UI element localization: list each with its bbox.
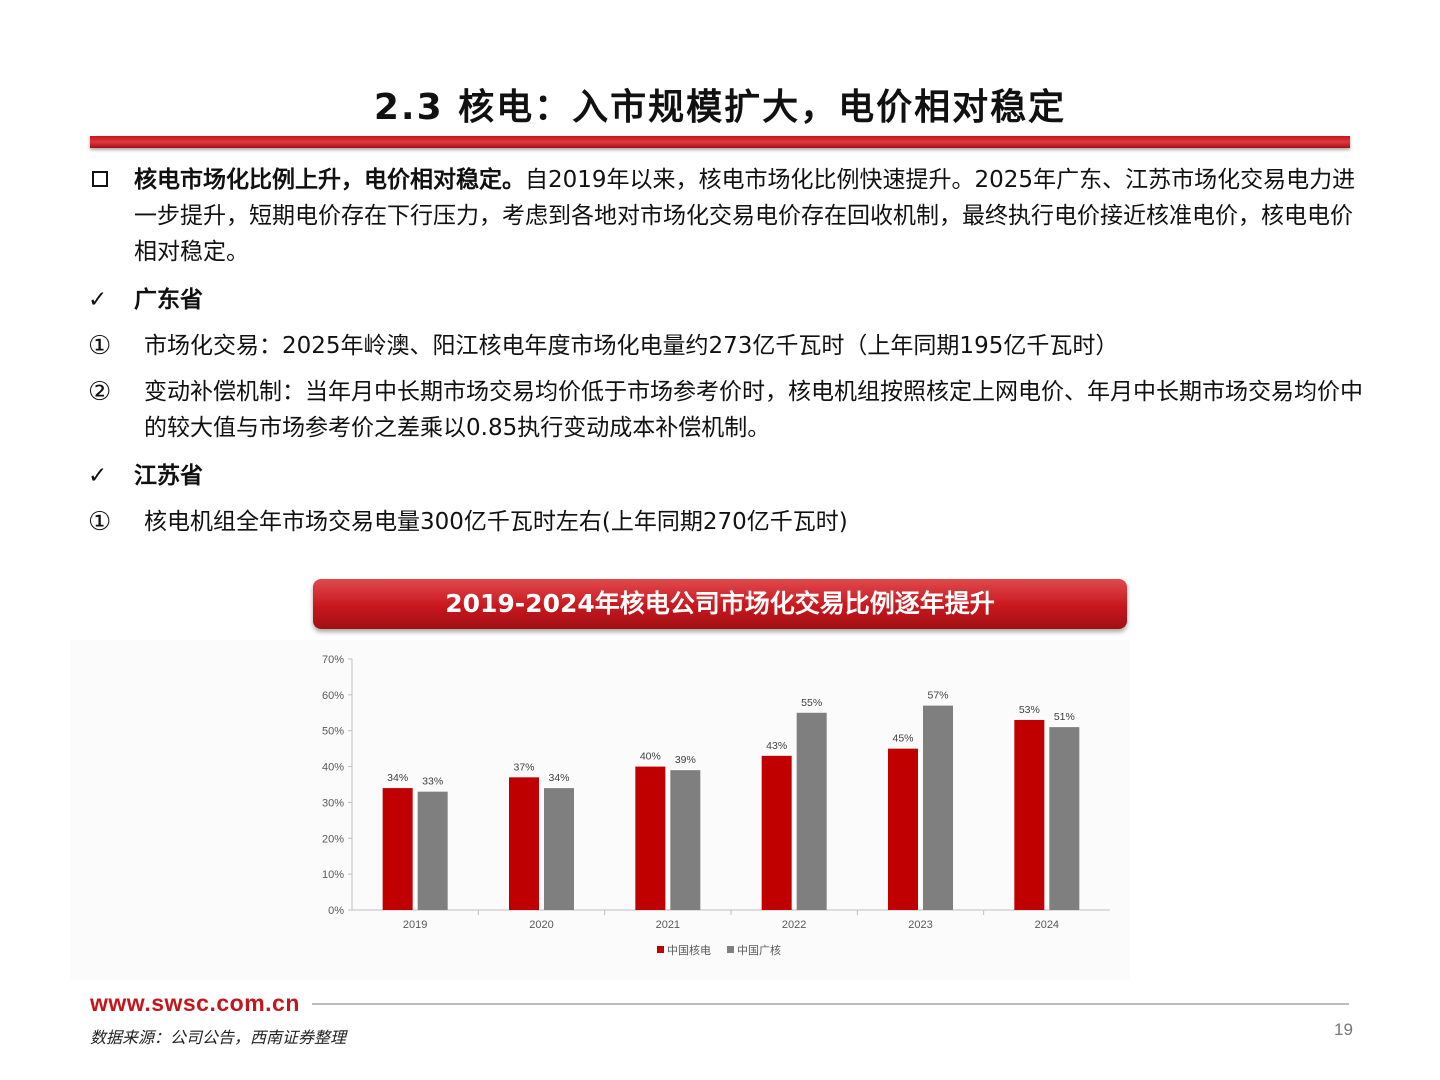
- guangdong-item-2: ② 变动补偿机制：当年月中长期市场交易均价低于市场参考价时，核电机组按照核定上网…: [88, 374, 1363, 446]
- bar-cnnc: [888, 748, 918, 910]
- data-label: 55%: [801, 697, 822, 709]
- bar-cnnc: [509, 777, 539, 910]
- x-tick-label: 2022: [782, 919, 806, 931]
- guangdong-item-1-text: 市场化交易：2025年岭澳、阳江核电年度市场化电量约273亿千瓦时（上年同期19…: [144, 333, 1119, 359]
- circled-number-2: ②: [88, 377, 112, 407]
- data-source-note: 数据来源：公司公告，西南证券整理: [90, 1028, 347, 1047]
- y-tick-label: 30%: [322, 797, 344, 809]
- chart-background: [70, 640, 1130, 980]
- title-underline-bar: [90, 136, 1350, 148]
- summary-lead: 核电市场化比例上升，电价相对稳定。: [134, 167, 525, 193]
- x-tick-label: 2024: [1035, 919, 1059, 931]
- legend-label: 中国广核: [737, 943, 781, 957]
- data-label: 57%: [927, 690, 948, 702]
- checkmark-icon: ✓: [88, 463, 108, 489]
- content-body: 核电市场化比例上升，电价相对稳定。自2019年以来，核电市场化比例快速提升。20…: [88, 162, 1363, 540]
- y-tick-label: 50%: [322, 726, 344, 738]
- page-title: 2.3 核电：入市规模扩大，电价相对稳定: [373, 87, 1067, 128]
- bar-cnnc: [635, 766, 666, 910]
- jiangsu-item-1-text: 核电机组全年市场交易电量300亿千瓦时左右(上年同期270亿千瓦时): [144, 509, 848, 535]
- x-tick-label: 2021: [656, 919, 680, 931]
- data-label: 37%: [513, 761, 534, 773]
- y-tick-label: 70%: [322, 654, 344, 666]
- checkmark-icon: ✓: [88, 287, 108, 313]
- section-guangdong-heading: ✓ 广东省: [88, 282, 1363, 318]
- legend-swatch: [657, 946, 664, 953]
- bar-cnnc: [1014, 719, 1045, 910]
- bar-cgn: [796, 712, 827, 910]
- data-label: 34%: [548, 772, 569, 784]
- bar-cgn: [417, 791, 448, 910]
- summary-text: 自2019年以来，核电市场化比例快速提升。2025年广东、江苏市场化交易电力进一…: [134, 167, 1356, 265]
- data-label: 43%: [766, 740, 787, 752]
- data-label: 39%: [675, 754, 696, 766]
- section-jiangsu-heading: ✓ 江苏省: [88, 458, 1363, 494]
- bar-cnnc: [382, 788, 413, 910]
- checkbox-bullet-icon: [92, 171, 108, 187]
- bar-cgn: [544, 788, 574, 910]
- data-label: 45%: [892, 733, 913, 745]
- y-tick-label: 10%: [322, 869, 344, 881]
- footer-website-link[interactable]: www.swsc.com.cn: [90, 990, 300, 1016]
- y-tick-label: 40%: [322, 762, 344, 774]
- footer-divider: [312, 1003, 1349, 1005]
- y-tick-label: 0%: [328, 905, 344, 917]
- summary-paragraph: 核电市场化比例上升，电价相对稳定。自2019年以来，核电市场化比例快速提升。20…: [88, 162, 1363, 270]
- x-tick-label: 2019: [403, 919, 427, 931]
- data-label: 40%: [640, 751, 661, 763]
- legend-swatch: [727, 946, 734, 953]
- guangdong-item-2-text: 变动补偿机制：当年月中长期市场交易均价低于市场参考价时，核电机组按照核定上网电价…: [144, 379, 1363, 441]
- bar-cgn: [670, 770, 701, 910]
- x-tick-label: 2020: [529, 919, 553, 931]
- bar-cgn: [1049, 727, 1080, 910]
- data-label: 34%: [387, 772, 408, 784]
- guangdong-heading-text: 广东省: [134, 287, 203, 313]
- y-tick-label: 60%: [322, 690, 344, 702]
- guangdong-item-1: ① 市场化交易：2025年岭澳、阳江核电年度市场化电量约273亿千瓦时（上年同期…: [88, 328, 1363, 364]
- page-number: 19: [1334, 1020, 1353, 1039]
- bar-cgn: [923, 705, 953, 910]
- chart-title-banner: 2019-2024年核电公司市场化交易比例逐年提升: [313, 579, 1127, 629]
- legend-label: 中国核电: [667, 943, 711, 957]
- data-label: 53%: [1019, 704, 1040, 716]
- y-tick-label: 20%: [322, 833, 344, 845]
- data-label: 51%: [1054, 711, 1075, 723]
- data-label: 33%: [422, 776, 443, 788]
- jiangsu-heading-text: 江苏省: [134, 463, 203, 489]
- bar-chart: 0% 10% 20% 30% 40% 50% 60% 70% 2019 34% 33% 2020 37%…: [322, 654, 1110, 957]
- x-tick-label: 2023: [908, 919, 932, 931]
- circled-number-1: ①: [88, 507, 112, 537]
- circled-number-1: ①: [88, 331, 112, 361]
- bar-cnnc: [761, 755, 792, 910]
- jiangsu-item-1: ① 核电机组全年市场交易电量300亿千瓦时左右(上年同期270亿千瓦时): [88, 504, 1363, 540]
